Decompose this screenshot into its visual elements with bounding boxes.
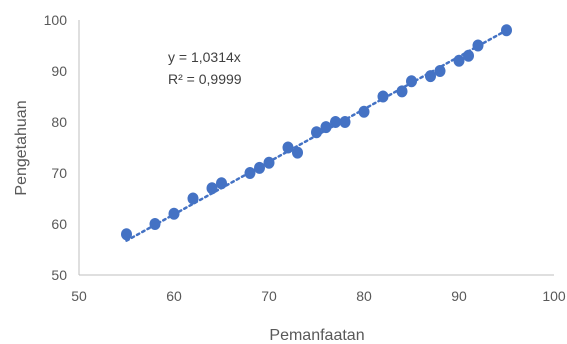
x-tick-label: 70 [261, 288, 277, 304]
data-point [330, 116, 341, 128]
y-axis-title: Pengetahuan [13, 100, 30, 195]
x-tick-label: 80 [356, 288, 372, 304]
data-point [206, 182, 218, 195]
data-point [396, 85, 408, 98]
trendline-equation: y = 1,0314x [168, 49, 241, 65]
data-point [339, 116, 351, 128]
y-tick-label: 60 [51, 216, 67, 232]
y-tick-label: 70 [51, 165, 67, 181]
tick-labels: 50 60 70 80 90 100 50 60 70 80 90 100 [44, 12, 566, 304]
data-point [453, 54, 465, 67]
y-tick-label: 90 [51, 63, 67, 79]
data-point [406, 75, 417, 88]
data-point [168, 207, 180, 220]
y-tick-label: 50 [51, 267, 67, 283]
data-point [377, 90, 389, 103]
data-point [216, 177, 227, 190]
x-tick-label: 50 [71, 288, 87, 304]
y-tick-label: 80 [51, 114, 67, 130]
data-point [358, 105, 370, 118]
data-point [244, 167, 256, 179]
trendline-r-squared: R² = 0,9999 [168, 71, 242, 87]
data-point [149, 218, 161, 230]
data-point [311, 126, 322, 139]
data-point [282, 141, 294, 154]
x-tick-label: 100 [542, 288, 566, 304]
data-point [254, 161, 265, 174]
data-point [263, 156, 275, 169]
data-point [434, 65, 446, 77]
data-points [121, 24, 512, 241]
x-tick-label: 60 [166, 288, 182, 304]
data-point [121, 228, 132, 241]
x-axis-title: Pemanfaatan [269, 327, 364, 344]
axes [78, 20, 554, 276]
data-point [187, 192, 199, 205]
data-point [472, 39, 484, 52]
data-point [463, 49, 474, 62]
data-point [292, 146, 303, 159]
data-point [501, 24, 512, 37]
data-point [425, 70, 436, 83]
x-tick-label: 90 [451, 288, 467, 304]
data-point [320, 121, 332, 134]
y-tick-label: 100 [44, 12, 68, 28]
